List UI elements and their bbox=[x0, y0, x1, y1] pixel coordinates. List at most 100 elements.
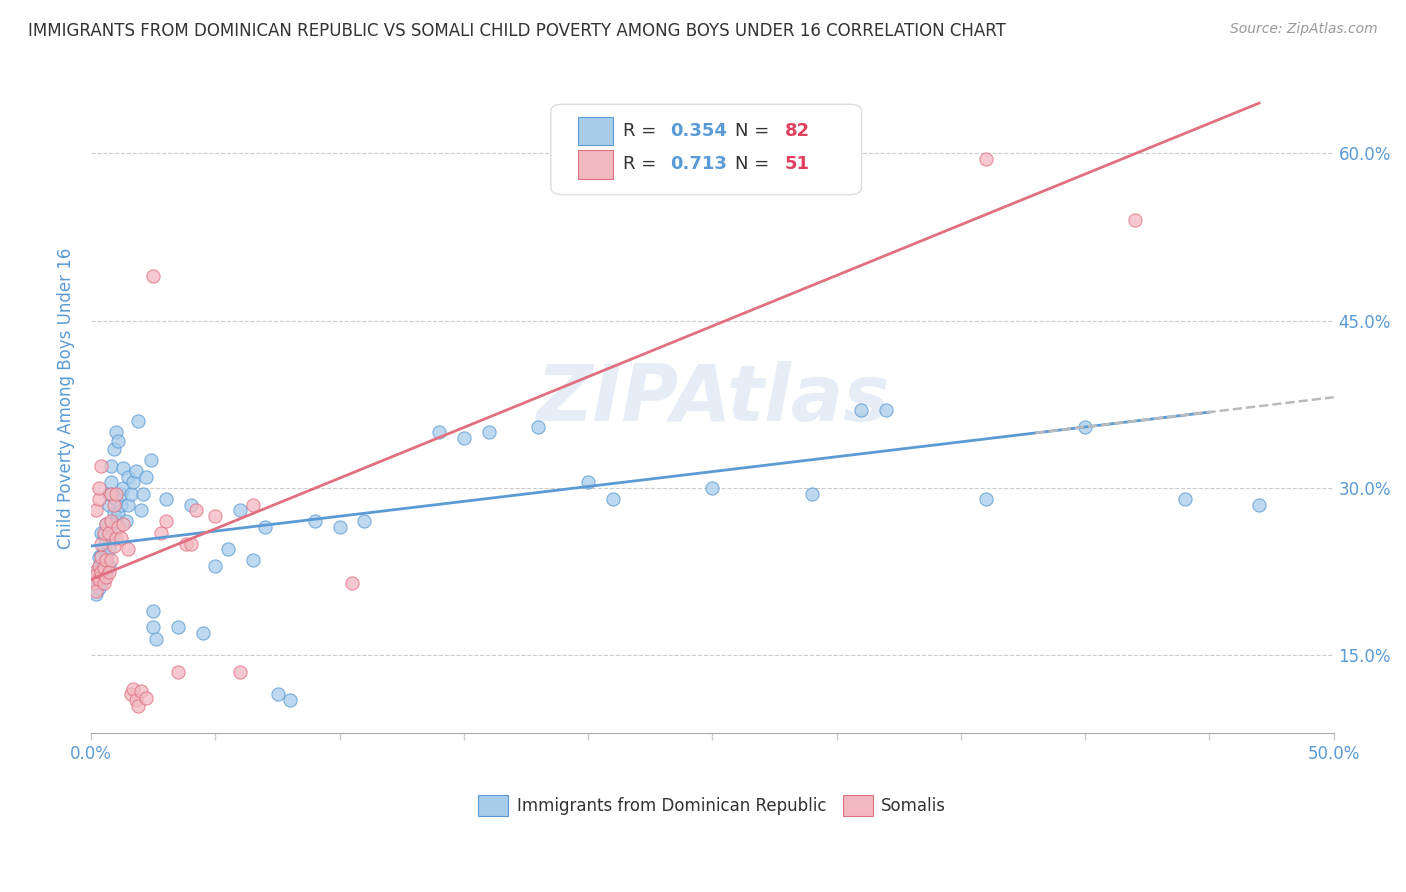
Text: ZIPAtlas: ZIPAtlas bbox=[536, 360, 889, 437]
Point bbox=[576, 475, 599, 490]
Point bbox=[84, 565, 107, 579]
Point bbox=[112, 481, 135, 495]
Point bbox=[117, 470, 139, 484]
Point bbox=[142, 604, 165, 618]
Point bbox=[120, 687, 142, 701]
Point bbox=[851, 403, 873, 417]
Point bbox=[110, 498, 132, 512]
Point bbox=[93, 528, 115, 542]
Point bbox=[702, 481, 724, 495]
Text: 0.713: 0.713 bbox=[671, 155, 727, 173]
Point bbox=[340, 575, 363, 590]
Point bbox=[84, 573, 107, 587]
Text: Source: ZipAtlas.com: Source: ZipAtlas.com bbox=[1230, 22, 1378, 37]
Point bbox=[1173, 492, 1195, 507]
Text: 51: 51 bbox=[785, 155, 810, 173]
Point bbox=[94, 516, 117, 531]
Point bbox=[155, 515, 177, 529]
Point bbox=[149, 525, 172, 540]
Point bbox=[229, 665, 252, 679]
Text: 0.354: 0.354 bbox=[671, 122, 727, 140]
Point bbox=[1074, 419, 1097, 434]
Point bbox=[87, 559, 110, 574]
Point bbox=[242, 553, 264, 567]
Point bbox=[87, 492, 110, 507]
Point bbox=[105, 531, 128, 545]
Point bbox=[90, 575, 112, 590]
Point bbox=[602, 492, 624, 507]
FancyBboxPatch shape bbox=[578, 117, 613, 145]
Point bbox=[167, 665, 190, 679]
Point bbox=[1123, 213, 1146, 227]
Point bbox=[93, 525, 115, 540]
Point bbox=[107, 506, 129, 520]
Point bbox=[117, 542, 139, 557]
Point bbox=[97, 498, 120, 512]
Point bbox=[329, 520, 352, 534]
Point bbox=[97, 565, 120, 579]
FancyBboxPatch shape bbox=[578, 151, 613, 178]
Point bbox=[84, 568, 107, 582]
Point bbox=[87, 568, 110, 582]
Point bbox=[105, 486, 128, 500]
Point bbox=[105, 425, 128, 440]
Point bbox=[103, 442, 125, 456]
Point bbox=[97, 542, 120, 557]
Point bbox=[100, 553, 122, 567]
Point bbox=[90, 561, 112, 575]
Point bbox=[105, 492, 128, 507]
Point bbox=[184, 503, 207, 517]
Point bbox=[103, 524, 125, 538]
Point bbox=[127, 698, 149, 713]
Point bbox=[117, 498, 139, 512]
Point bbox=[453, 431, 475, 445]
Point bbox=[90, 525, 112, 540]
Point bbox=[100, 458, 122, 473]
Point bbox=[527, 419, 550, 434]
Point bbox=[90, 548, 112, 562]
Text: 82: 82 bbox=[785, 122, 810, 140]
Point bbox=[142, 620, 165, 634]
Point bbox=[93, 575, 115, 590]
Text: R =: R = bbox=[623, 122, 662, 140]
Point bbox=[87, 582, 110, 596]
Point bbox=[242, 498, 264, 512]
Point bbox=[97, 486, 120, 500]
Point bbox=[83, 575, 105, 590]
Point bbox=[129, 684, 152, 698]
Point bbox=[132, 486, 155, 500]
Point bbox=[229, 503, 252, 517]
Point bbox=[974, 492, 997, 507]
Text: N =: N = bbox=[735, 155, 775, 173]
FancyBboxPatch shape bbox=[551, 104, 862, 194]
Point bbox=[800, 486, 823, 500]
Point bbox=[83, 570, 105, 584]
Point bbox=[84, 583, 107, 598]
Point bbox=[110, 531, 132, 545]
Point bbox=[353, 515, 375, 529]
Point bbox=[93, 561, 115, 575]
Point bbox=[129, 503, 152, 517]
Point bbox=[100, 531, 122, 545]
Point bbox=[94, 565, 117, 579]
Point bbox=[122, 681, 145, 696]
Point bbox=[122, 475, 145, 490]
Point bbox=[204, 559, 226, 574]
Point bbox=[127, 414, 149, 428]
Point bbox=[112, 516, 135, 531]
Point bbox=[204, 508, 226, 523]
Point bbox=[90, 565, 112, 579]
Point bbox=[90, 458, 112, 473]
Point bbox=[87, 481, 110, 495]
Point bbox=[103, 506, 125, 520]
Point bbox=[90, 550, 112, 565]
Point bbox=[105, 515, 128, 529]
Point bbox=[145, 632, 167, 646]
Point bbox=[87, 573, 110, 587]
Point bbox=[100, 486, 122, 500]
Point bbox=[180, 498, 202, 512]
Point bbox=[217, 542, 239, 557]
Point bbox=[974, 152, 997, 166]
Point bbox=[174, 537, 197, 551]
Point bbox=[97, 559, 120, 574]
